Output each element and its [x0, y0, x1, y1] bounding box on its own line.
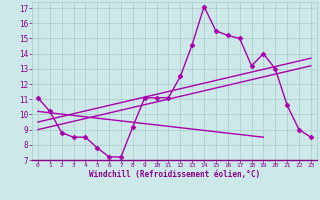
X-axis label: Windchill (Refroidissement éolien,°C): Windchill (Refroidissement éolien,°C)	[89, 170, 260, 179]
